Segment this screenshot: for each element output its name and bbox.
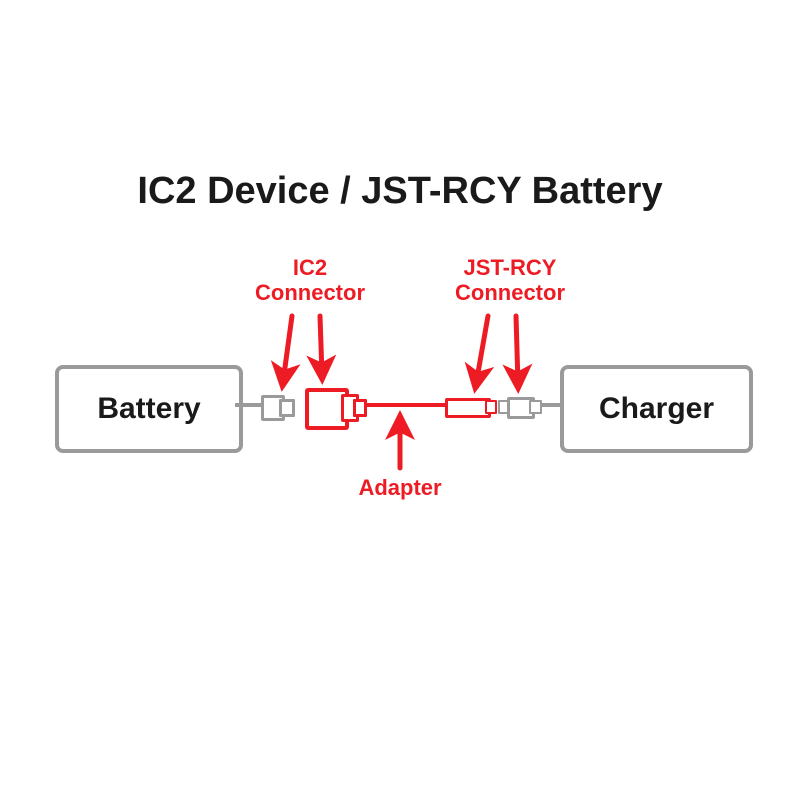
arrow-jst-right <box>516 316 518 384</box>
arrows-layer <box>0 0 800 800</box>
arrow-ic2-right <box>320 316 322 375</box>
arrow-jst-left <box>476 316 488 384</box>
arrow-ic2-left <box>283 316 292 382</box>
diagram-canvas: { "title": { "text": "IC2 Device / JST-R… <box>0 0 800 800</box>
